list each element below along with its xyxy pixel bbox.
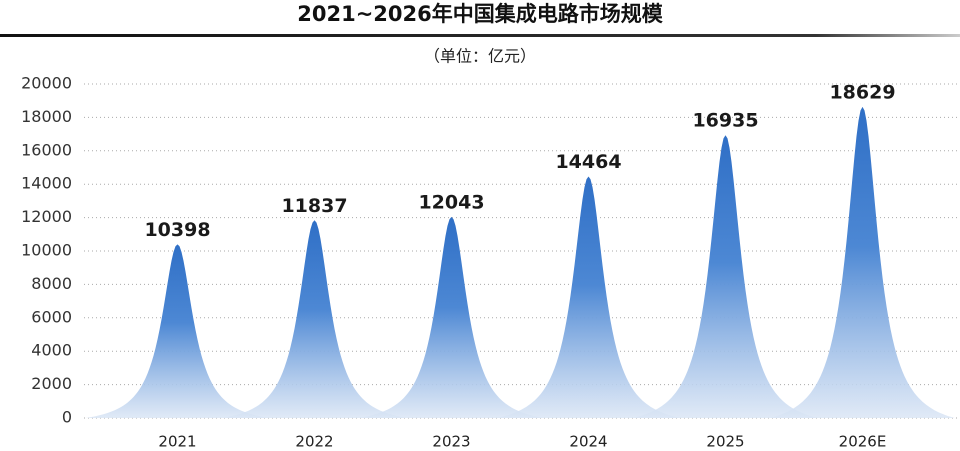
- y-tick-label: 10000: [21, 241, 72, 260]
- value-label: 16935: [692, 110, 758, 132]
- y-tick-label: 6000: [31, 307, 72, 326]
- value-label: 11837: [281, 195, 347, 217]
- peak: [633, 135, 818, 418]
- value-label: 12043: [418, 191, 484, 213]
- y-tick-label: 20000: [21, 74, 72, 93]
- value-label: 18629: [829, 81, 895, 103]
- x-tick-label: 2021: [158, 433, 196, 451]
- y-tick-label: 16000: [21, 140, 72, 159]
- labels: 0 2000 4000 6000 8000 10000 12000 14000 16000 180…: [21, 74, 895, 451]
- y-tick-label: 18000: [21, 107, 72, 126]
- peak: [496, 176, 681, 418]
- x-tick-label: 2022: [295, 433, 333, 451]
- peak: [85, 244, 270, 418]
- x-tick-label: 2026E: [839, 433, 887, 451]
- y-tick-label: 8000: [31, 274, 72, 293]
- x-tick-label: 2024: [569, 433, 607, 451]
- peak: [222, 220, 407, 418]
- chart-subtitle: （单位：亿元）: [424, 47, 536, 66]
- y-tick-label: 2000: [31, 374, 72, 393]
- x-tick-label: 2025: [706, 433, 744, 451]
- value-label: 10398: [144, 219, 210, 241]
- value-label: 14464: [555, 151, 621, 173]
- peak: [770, 106, 955, 419]
- x-tick-label: 2023: [432, 433, 470, 451]
- plot: [85, 106, 955, 419]
- y-tick-label: 4000: [31, 341, 72, 360]
- peak: [359, 216, 544, 418]
- y-tick-label: 14000: [21, 174, 72, 193]
- y-tick-label: 12000: [21, 207, 72, 226]
- chart-title: 2021~2026年中国集成电路市场规模: [297, 2, 663, 26]
- title-rule: [0, 34, 960, 37]
- y-tick-label: 0: [62, 408, 72, 427]
